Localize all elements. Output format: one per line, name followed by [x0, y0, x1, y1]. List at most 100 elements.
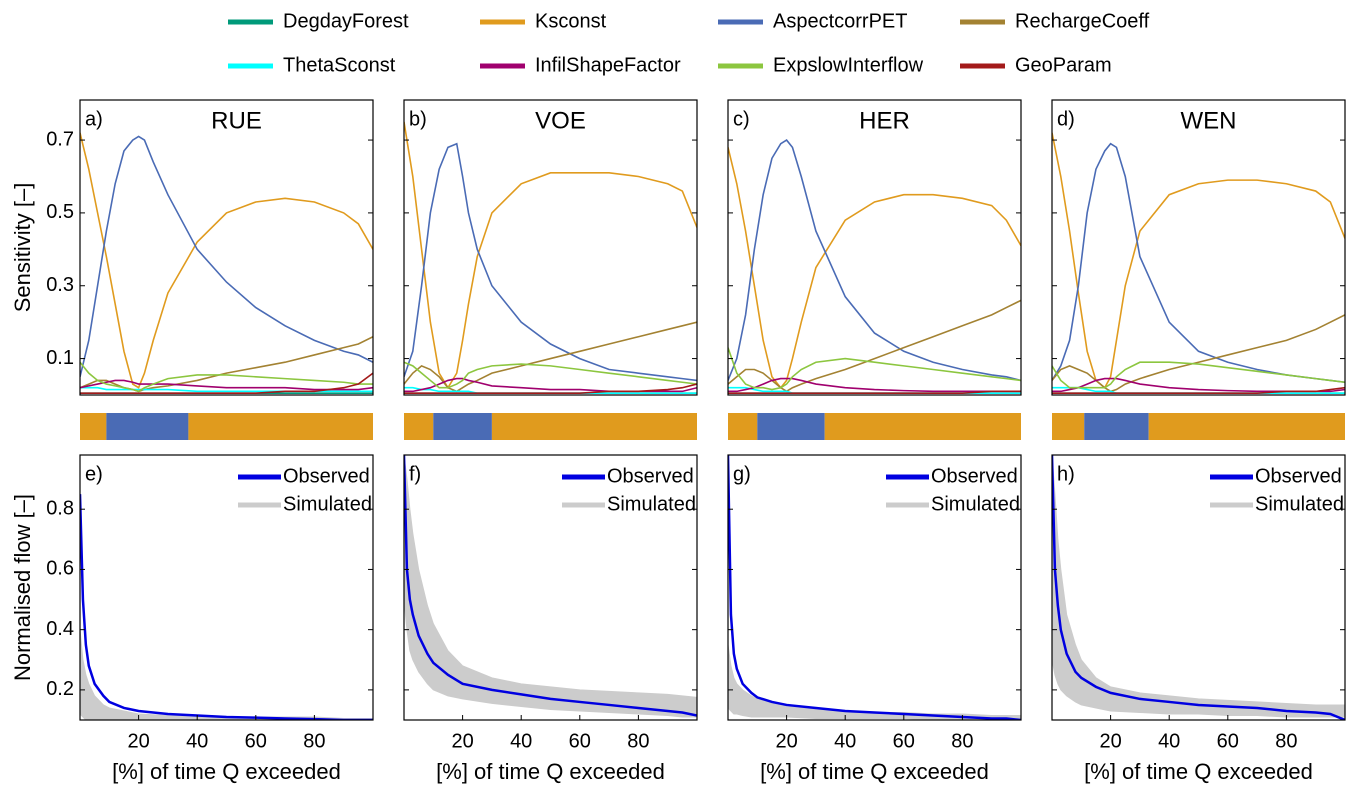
panel-label: g) — [733, 463, 751, 485]
panel-title: RUE — [211, 107, 262, 134]
x-axis-label: [%] of time Q exceeded — [436, 759, 665, 784]
series-line — [1052, 132, 1345, 389]
series-line — [1052, 142, 1345, 384]
x-tick-label: 80 — [303, 730, 325, 752]
panel-title: HER — [859, 107, 910, 134]
plot-frame — [1051, 99, 1346, 396]
simulated-band — [80, 629, 373, 720]
x-tick-label: 40 — [186, 730, 208, 752]
plot-area — [404, 455, 697, 718]
dominance-segment — [824, 413, 1021, 440]
x-tick-label: 60 — [893, 730, 915, 752]
y-tick-label: 0.8 — [46, 497, 74, 519]
x-axis-label: [%] of time Q exceeded — [112, 759, 341, 784]
y-tick-label: 0.2 — [46, 678, 74, 700]
legend-label: Simulated — [931, 493, 1020, 515]
legend-label: Observed — [607, 465, 694, 487]
x-tick-label: 40 — [1158, 730, 1180, 752]
series-line — [404, 383, 697, 394]
plot-frame — [727, 99, 1022, 396]
x-tick-label: 20 — [451, 730, 473, 752]
series-line — [1052, 377, 1345, 393]
x-axis-label: [%] of time Q exceeded — [1084, 759, 1313, 784]
series-line — [80, 361, 373, 393]
series-line — [728, 455, 1021, 720]
legend-label: DegdayForest — [283, 10, 409, 32]
y-axis-label: Sensitivity [–] — [10, 183, 35, 313]
series-line — [1052, 314, 1345, 393]
panel-label: d) — [1057, 108, 1075, 130]
x-tick-label: 20 — [1099, 730, 1121, 752]
plot-frame — [79, 454, 374, 721]
dominance-segment — [728, 413, 758, 440]
series-line — [1052, 386, 1345, 394]
series-line — [728, 299, 1021, 393]
dominance-segment — [80, 413, 107, 440]
legend-label: AspectcorrPET — [773, 10, 907, 32]
dominance-segment — [404, 413, 434, 440]
legend-label: RechargeCoeff — [1015, 10, 1150, 32]
legend-label: Observed — [1255, 465, 1342, 487]
plot-frame — [1051, 454, 1346, 721]
y-tick-label: 0.3 — [46, 274, 74, 296]
x-tick-label: 60 — [1217, 730, 1239, 752]
x-tick-label: 80 — [951, 730, 973, 752]
plot-area — [1052, 132, 1345, 394]
plot-frame — [403, 454, 698, 721]
panel-label: a) — [85, 108, 103, 130]
plot-area — [80, 494, 373, 720]
series-line — [1052, 361, 1345, 389]
series-line — [404, 361, 697, 389]
series-line — [404, 455, 697, 717]
dominance-segment — [188, 413, 373, 440]
series-line — [1052, 455, 1345, 720]
legend-label: Simulated — [1255, 493, 1344, 515]
legend-label: Simulated — [283, 493, 372, 515]
panel-label: b) — [409, 108, 427, 130]
dominance-segment — [1052, 413, 1085, 440]
legend-label: Simulated — [607, 493, 696, 515]
series-line — [80, 336, 373, 393]
series-line — [728, 139, 1021, 382]
y-tick-label: 0.1 — [46, 347, 74, 369]
series-line — [80, 494, 373, 720]
plot-area — [728, 139, 1021, 394]
y-axis-label: Normalised flow [–] — [10, 494, 35, 681]
legend-label: Ksconst — [535, 10, 607, 32]
series-line — [728, 390, 1021, 394]
dominance-segment — [491, 413, 697, 440]
series-line — [404, 321, 697, 393]
series-line — [404, 121, 697, 390]
series-line — [404, 377, 697, 393]
x-tick-label: 60 — [245, 730, 267, 752]
series-line — [80, 135, 373, 377]
plot-area — [1052, 455, 1345, 720]
panel-label: c) — [733, 108, 750, 130]
legend-label: Observed — [931, 465, 1018, 487]
series-line — [80, 372, 373, 394]
panel-label: e) — [85, 463, 103, 485]
simulated-band — [404, 455, 697, 718]
y-tick-label: 0.6 — [46, 558, 74, 580]
dominance-segment — [106, 413, 189, 440]
dominance-segment — [433, 413, 492, 440]
y-tick-label: 0.5 — [46, 201, 74, 223]
x-tick-label: 80 — [1275, 730, 1297, 752]
panel-label: h) — [1057, 463, 1075, 485]
series-line — [80, 132, 373, 389]
x-tick-label: 80 — [627, 730, 649, 752]
plot-frame — [403, 99, 698, 396]
series-line — [404, 142, 697, 382]
dominance-segment — [1084, 413, 1149, 440]
simulated-band — [728, 644, 1021, 720]
plot-area — [404, 121, 697, 394]
series-line — [728, 347, 1021, 391]
x-tick-label: 20 — [127, 730, 149, 752]
x-tick-label: 60 — [569, 730, 591, 752]
plot-frame — [79, 99, 374, 396]
x-axis-label: [%] of time Q exceeded — [760, 759, 989, 784]
legend-label: GeoParam — [1015, 54, 1112, 76]
legend-label: ExpslowInterflow — [773, 54, 924, 76]
